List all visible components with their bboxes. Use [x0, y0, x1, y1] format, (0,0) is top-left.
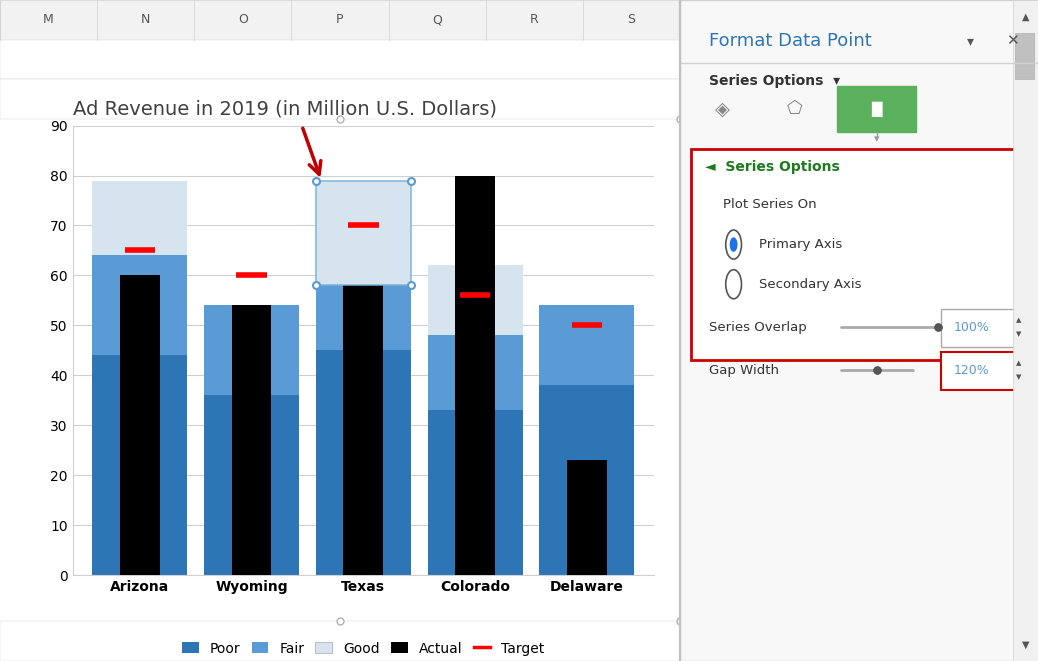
Text: ▼: ▼	[1015, 330, 1021, 337]
Text: P: P	[336, 13, 344, 26]
Text: ▲: ▲	[1015, 317, 1021, 324]
Text: ▼: ▼	[1015, 373, 1021, 380]
Text: Q: Q	[432, 13, 442, 26]
Bar	[316, 286, 411, 350]
Bar	[428, 410, 522, 575]
Text: 120%: 120%	[954, 364, 989, 377]
Text: Secondary Axis: Secondary Axis	[759, 278, 862, 291]
Bar	[941, 352, 1016, 390]
Bar	[316, 180, 411, 286]
Bar	[838, 86, 917, 132]
Circle shape	[726, 270, 741, 299]
Text: ▲: ▲	[1015, 360, 1021, 367]
Bar	[941, 309, 1016, 347]
Circle shape	[730, 237, 738, 252]
Bar	[1013, 0, 1038, 661]
Text: S: S	[627, 13, 635, 26]
Bar	[92, 255, 187, 356]
Bar	[455, 176, 495, 575]
Bar	[567, 460, 607, 575]
Bar	[0, 621, 680, 661]
Bar	[428, 266, 522, 335]
Bar	[0, 0, 680, 40]
Circle shape	[726, 230, 741, 259]
Text: R: R	[529, 13, 539, 26]
Legend: Poor, Fair, Good, Actual, Target: Poor, Fair, Good, Actual, Target	[176, 636, 550, 661]
Bar	[0, 40, 680, 79]
Text: Plot Series On: Plot Series On	[722, 198, 817, 212]
Text: ▾: ▾	[966, 34, 974, 48]
Text: Primary Axis: Primary Axis	[759, 238, 842, 251]
Text: ◄  Series Options: ◄ Series Options	[705, 160, 840, 175]
Text: ▲: ▲	[1021, 11, 1030, 22]
Text: 100%: 100%	[954, 321, 989, 334]
Text: M: M	[44, 13, 54, 26]
Text: ▼: ▼	[1021, 639, 1030, 650]
Bar	[204, 395, 299, 575]
Text: Gap Width: Gap Width	[709, 364, 778, 377]
Bar	[204, 305, 299, 395]
Bar	[540, 385, 634, 575]
Bar	[92, 356, 187, 575]
Text: Ad Revenue in 2019 (in Million U.S. Dollars): Ad Revenue in 2019 (in Million U.S. Doll…	[73, 99, 496, 118]
Text: O: O	[238, 13, 248, 26]
Bar	[231, 305, 272, 575]
Bar	[344, 286, 383, 575]
Text: Series Options  ▾: Series Options ▾	[709, 73, 840, 88]
Text: Format Data Point: Format Data Point	[709, 32, 871, 50]
Text: N: N	[141, 13, 151, 26]
Text: Series Overlap: Series Overlap	[709, 321, 807, 334]
FancyBboxPatch shape	[316, 180, 411, 286]
Text: ⬠: ⬠	[787, 100, 802, 118]
Text: ◈: ◈	[715, 100, 731, 118]
Bar	[540, 305, 634, 385]
Bar	[92, 180, 187, 255]
Bar	[1015, 33, 1035, 79]
Bar	[119, 276, 160, 575]
Text: ▐▌: ▐▌	[865, 101, 889, 117]
Text: ✕: ✕	[1007, 34, 1019, 48]
Bar	[428, 335, 522, 410]
Bar	[690, 149, 1028, 360]
Bar	[316, 350, 411, 575]
Bar	[0, 79, 680, 119]
Text: ▾: ▾	[874, 134, 879, 144]
